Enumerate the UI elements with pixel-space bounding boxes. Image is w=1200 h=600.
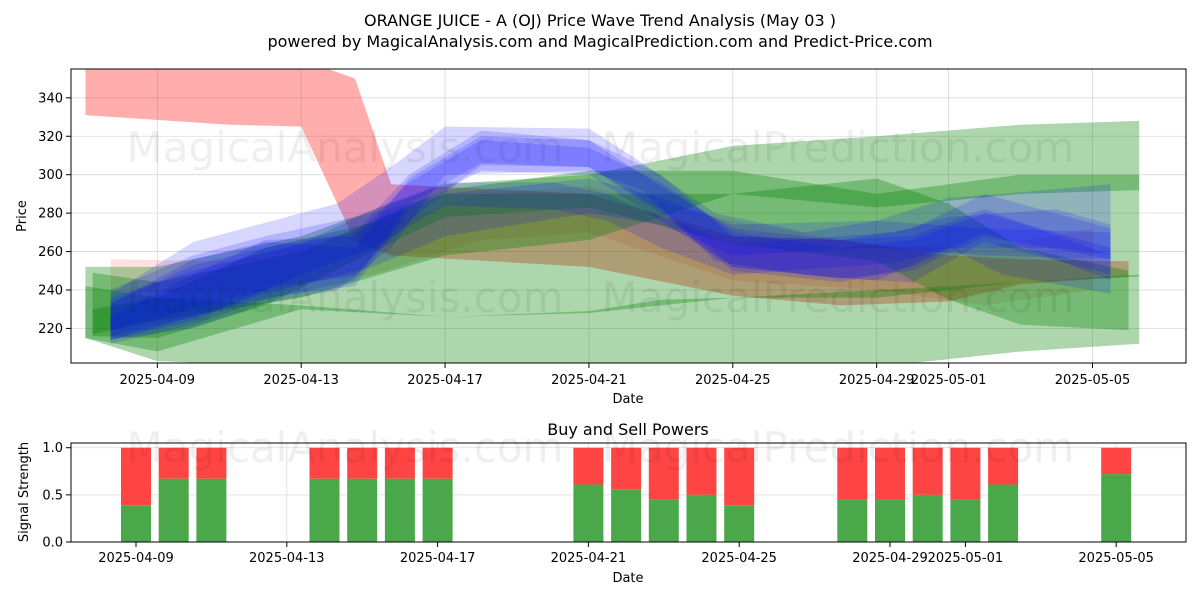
sell-power-bar: [422, 447, 453, 479]
price-grid: [71, 69, 1186, 363]
price-x-tick-label: 2025-05-01: [911, 373, 987, 388]
sell-power-bar: [347, 447, 378, 479]
sell-power-bar: [158, 447, 189, 479]
sell-power-bar: [686, 447, 717, 495]
watermark-analysis-mid: MagicalAnalysis.com: [127, 273, 564, 322]
signal-x-tick-label: 2025-04-09: [98, 551, 174, 566]
price-y-tick-label: 320: [38, 130, 63, 145]
signal-y-axis-label: Signal Strength: [17, 442, 32, 542]
chart-subtitle: powered by MagicalAnalysis.com and Magic…: [267, 32, 932, 51]
price-plot-frame: [70, 68, 1187, 364]
sell-power-bar: [837, 447, 868, 500]
sell-power-bar: [988, 447, 1019, 485]
green-wave-band: [92, 170, 1140, 335]
price-x-tick-label: 2025-04-17: [407, 373, 483, 388]
sell-power-bar: [724, 447, 755, 506]
buy-power-bar: [309, 478, 340, 542]
signal-x-tick-label: 2025-04-21: [551, 551, 627, 566]
green-wave-band: [85, 274, 1140, 363]
signal-chart-title: Buy and Sell Powers: [547, 420, 709, 439]
sell-power-bar: [196, 447, 227, 479]
buy-power-bar: [384, 478, 415, 542]
price-x-tick-label: 2025-04-29: [839, 373, 915, 388]
price-y-tick-label: 340: [38, 91, 63, 106]
sell-power-bar: [950, 447, 981, 500]
blue-wave-band: [110, 182, 1111, 340]
signal-axes: 2025-04-09 2025-04-13 2025-04-17 2025-04-21…: [42, 441, 1154, 566]
sell-power-bar: [121, 447, 151, 506]
buy-power-bar: [347, 478, 378, 542]
signal-x-tick-label: 2025-04-13: [249, 551, 325, 566]
buy-power-bar: [686, 494, 717, 542]
red-wave-band: [85, 69, 1129, 306]
price-y-axis-label: Price: [15, 200, 30, 232]
price-bands: [85, 69, 1140, 363]
red-wave-band: [110, 186, 1093, 306]
buy-power-bar: [988, 484, 1019, 542]
signal-panel: Buy and Sell Powers MagicalAnalysis.com …: [17, 420, 1187, 586]
watermark-prediction-bottom: MagicalPrediction.com: [602, 423, 1075, 472]
buy-power-bar: [611, 489, 642, 542]
watermark-analysis-top: MagicalAnalysis.com: [127, 123, 564, 172]
watermark-prediction-mid: MagicalPrediction.com: [602, 273, 1075, 322]
signal-bars: [121, 447, 1132, 542]
sell-power-bar: [309, 447, 340, 479]
buy-power-bar: [648, 499, 679, 542]
watermark-prediction-top: MagicalPrediction.com: [602, 123, 1075, 172]
sell-power-bar: [611, 447, 642, 490]
price-y-tick-label: 260: [38, 245, 63, 260]
buy-power-bar: [724, 505, 755, 542]
price-x-tick-label: 2025-04-21: [551, 373, 627, 388]
signal-x-tick-label: 2025-05-05: [1078, 551, 1154, 566]
buy-power-bar: [196, 478, 227, 542]
sell-power-bar: [648, 447, 679, 500]
price-x-tick-label: 2025-04-25: [695, 373, 771, 388]
signal-plot-frame: [70, 442, 1187, 543]
watermark-analysis-bottom: MagicalAnalysis.com: [127, 423, 564, 472]
price-y-tick-label: 280: [38, 207, 63, 222]
blue-wave-band: [110, 130, 1111, 331]
blue-wave-band: [110, 178, 1111, 340]
buy-power-bar: [121, 505, 151, 542]
price-panel: MagicalAnalysis.com MagicalPrediction.co…: [15, 68, 1187, 407]
price-y-tick-label: 240: [38, 283, 63, 298]
sell-power-bar: [875, 447, 905, 500]
price-x-tick-label: 2025-05-05: [1055, 373, 1131, 388]
chart-title: ORANGE JUICE - A (OJ) Price Wave Trend A…: [364, 11, 836, 30]
signal-y-tick-label: 1.0: [42, 441, 63, 456]
green-wave-band: [92, 178, 1129, 338]
price-x-axis-label: Date: [612, 392, 643, 407]
signal-x-axis-label: Date: [612, 571, 643, 586]
blue-wave-band: [110, 126, 1111, 340]
buy-power-bar: [573, 484, 604, 542]
price-x-tick-label: 2025-04-13: [263, 373, 339, 388]
signal-x-tick-label: 2025-04-25: [701, 551, 777, 566]
buy-power-bar: [422, 478, 453, 542]
buy-power-bar: [837, 499, 868, 542]
price-y-tick-label: 220: [38, 322, 63, 337]
signal-x-tick-label: 2025-04-17: [400, 551, 476, 566]
signal-y-tick-label: 0.0: [42, 536, 63, 551]
blue-wave-band: [110, 140, 1111, 344]
buy-power-bar: [950, 499, 981, 542]
signal-x-tick-label: 2025-04-29: [852, 551, 928, 566]
buy-power-bar: [912, 494, 943, 542]
buy-power-bar: [875, 499, 905, 542]
green-wave-band: [85, 120, 1140, 352]
buy-power-bar: [1101, 474, 1132, 542]
signal-x-tick-label: 2025-05-01: [928, 551, 1004, 566]
sell-power-bar: [1101, 447, 1132, 475]
signal-y-tick-label: 0.5: [42, 488, 63, 503]
buy-power-bar: [158, 478, 189, 542]
sell-power-bar: [384, 447, 415, 479]
sell-power-bar: [573, 447, 604, 485]
sell-power-bar: [912, 447, 943, 495]
price-axes: 2025-04-09 2025-04-13 2025-04-17 2025-04-21…: [38, 91, 1130, 388]
price-x-tick-label: 2025-04-09: [120, 373, 196, 388]
price-y-tick-label: 300: [38, 168, 63, 183]
blue-wave-band: [110, 136, 1111, 337]
